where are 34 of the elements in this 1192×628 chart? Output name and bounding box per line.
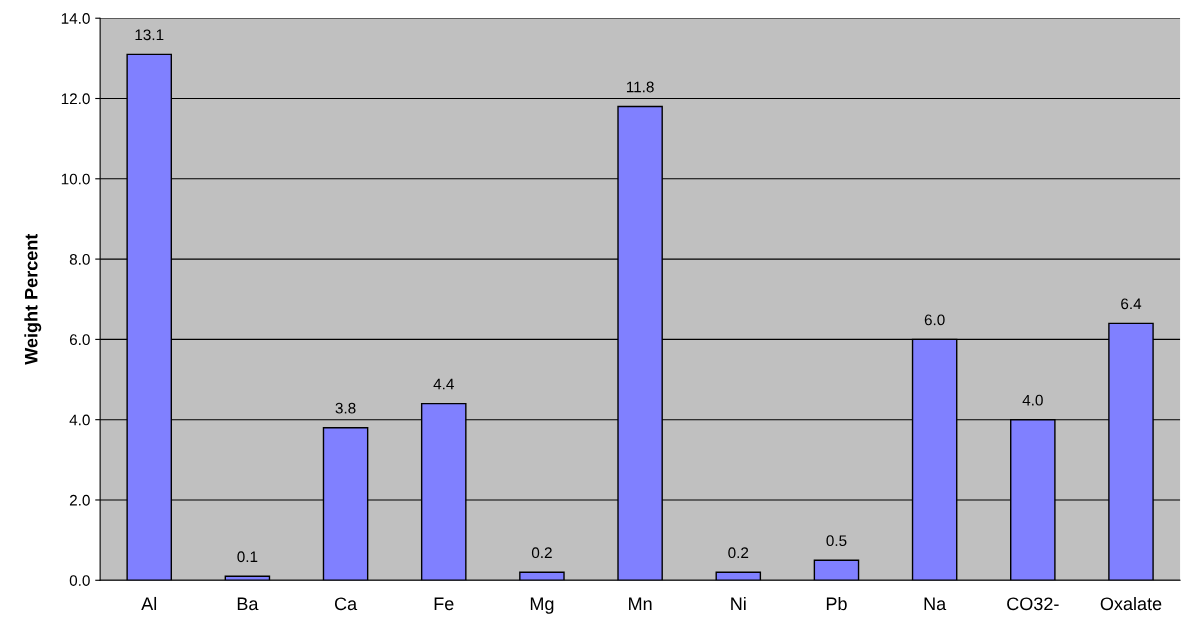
y-tick-label: 10.0: [61, 173, 90, 185]
y-tick-label: 12.0: [61, 93, 90, 105]
data-label: 13.1: [135, 29, 164, 41]
bar: [813, 559, 860, 581]
data-label: 0.1: [237, 551, 258, 563]
data-label: 11.8: [626, 81, 654, 93]
data-label: 3.8: [335, 402, 356, 414]
data-label: 6.4: [1121, 298, 1142, 310]
y-tick-label: 14.0: [61, 13, 90, 24]
x-tick-label: Pb: [826, 596, 847, 611]
x-tick-label: Ca: [334, 597, 358, 611]
bar: [715, 571, 762, 581]
y-tick-label: 0.0: [69, 575, 90, 586]
data-label: 0.2: [531, 547, 552, 559]
x-tick-label: Al: [141, 596, 157, 611]
x-tick-label: CO32-: [1007, 597, 1059, 611]
x-tick-label: Mg: [530, 597, 554, 614]
y-axis-title: Weight Percent: [24, 233, 42, 365]
x-tick-label: Ba: [237, 597, 259, 611]
y-tick-label: 2.0: [69, 494, 90, 506]
data-label: 0.5: [826, 535, 847, 547]
data-label: 0.2: [728, 547, 749, 559]
data-label: 4.4: [433, 378, 454, 390]
y-tick-label: 4.0: [69, 414, 90, 426]
y-tick-label: 6.0: [69, 334, 90, 346]
x-tick-label: Fe: [434, 597, 454, 611]
x-tick-label: Mn: [629, 597, 652, 611]
x-tick-label: Oxalate: [1100, 596, 1162, 611]
data-label: 6.0: [924, 314, 945, 326]
x-tick-label: Na: [924, 597, 947, 611]
data-label: 4.0: [1022, 394, 1043, 406]
x-tick-label: Ni: [731, 596, 746, 611]
y-tick-label: 8.0: [69, 253, 90, 265]
bar: [519, 571, 565, 581]
